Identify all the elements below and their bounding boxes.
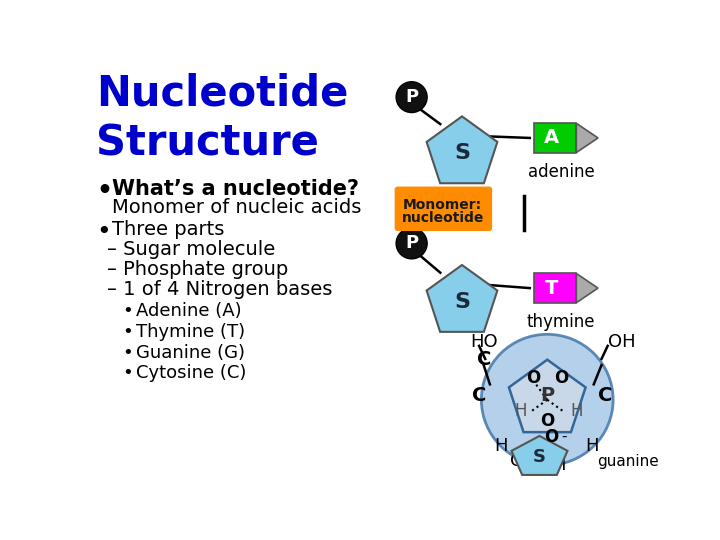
Text: T: T (544, 279, 558, 298)
Polygon shape (576, 123, 598, 153)
Text: Nucleotide: Nucleotide (96, 72, 348, 114)
Text: O: O (554, 369, 568, 387)
Text: C: C (472, 387, 486, 406)
Text: S: S (533, 449, 546, 467)
Polygon shape (427, 117, 498, 183)
Text: Cytosine (C): Cytosine (C) (137, 364, 247, 382)
Text: S: S (454, 292, 470, 312)
Text: P: P (405, 88, 418, 106)
Text: •: • (122, 302, 133, 320)
FancyBboxPatch shape (534, 273, 576, 303)
Text: •: • (96, 179, 112, 202)
Text: •: • (122, 364, 133, 382)
Text: adenine: adenine (528, 163, 595, 180)
Text: – 1 of 4 Nitrogen bases: – 1 of 4 Nitrogen bases (107, 280, 333, 299)
Text: H: H (570, 402, 583, 420)
FancyBboxPatch shape (395, 187, 492, 231)
Circle shape (482, 334, 613, 465)
Text: -: - (562, 429, 567, 444)
Text: – Sugar molecule: – Sugar molecule (107, 240, 275, 259)
Text: O: O (544, 428, 558, 445)
Text: nucleotide: nucleotide (402, 211, 484, 225)
Text: H: H (514, 402, 526, 420)
Polygon shape (576, 273, 598, 303)
Text: thymine: thymine (527, 313, 595, 330)
Text: Monomer:: Monomer: (403, 198, 482, 212)
Text: O: O (526, 369, 541, 387)
Text: P: P (405, 234, 418, 252)
Text: Guanine (G): Guanine (G) (137, 343, 246, 362)
Text: Structure: Structure (96, 123, 319, 165)
Circle shape (396, 82, 427, 112)
Text: S: S (454, 143, 470, 163)
Text: Thymine (T): Thymine (T) (137, 323, 246, 341)
Text: H: H (585, 437, 599, 455)
Text: OH: OH (608, 333, 635, 351)
Text: guanine: guanine (598, 454, 660, 469)
Text: H: H (552, 456, 566, 474)
Text: HO: HO (469, 333, 498, 351)
Text: Three parts: Three parts (112, 220, 224, 239)
Text: •: • (122, 343, 133, 362)
Text: Monomer of nucleic acids: Monomer of nucleic acids (112, 198, 361, 217)
FancyBboxPatch shape (534, 123, 576, 153)
Text: •: • (122, 323, 133, 341)
Text: What’s a nucleotide?: What’s a nucleotide? (112, 179, 359, 199)
Text: – Phosphate group: – Phosphate group (107, 260, 288, 279)
Text: Adenine (A): Adenine (A) (137, 302, 242, 320)
Text: •: • (96, 220, 111, 244)
Polygon shape (427, 265, 498, 332)
Text: C: C (598, 387, 613, 406)
Text: O: O (540, 413, 554, 430)
Text: P: P (540, 387, 554, 406)
Text: C: C (477, 350, 491, 369)
Text: H: H (494, 437, 508, 455)
Text: A: A (544, 129, 559, 147)
Polygon shape (509, 360, 585, 432)
Text: OH: OH (510, 453, 538, 470)
Circle shape (396, 228, 427, 259)
Polygon shape (511, 436, 567, 475)
